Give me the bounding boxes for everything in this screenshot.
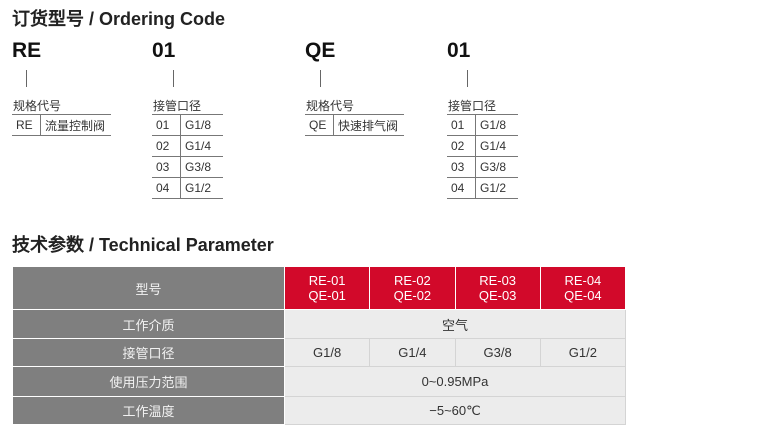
desc-cell: 快速排气阀: [333, 114, 404, 136]
desc-cell: G1/4: [475, 135, 518, 157]
table-row: 02 G1/4: [152, 135, 223, 157]
model-cell: RE-03 QE-03: [454, 266, 541, 310]
code-cell: 02: [152, 135, 181, 157]
model-label: 型号: [12, 266, 285, 310]
table-row: 01 G1/8: [447, 114, 518, 136]
desc-cell: G1/2: [475, 177, 518, 199]
code-cell: 04: [447, 177, 476, 199]
code-cell: 01: [447, 114, 476, 136]
table-row: QE 快速排气阀: [305, 114, 404, 136]
model-cell: RE-01 QE-01: [283, 266, 371, 310]
table-row: 工作介质 空气: [12, 309, 626, 339]
table-row: RE 流量控制阀: [12, 114, 111, 136]
table-row: 使用压力范围 0~0.95MPa: [12, 366, 626, 397]
desc-cell: G3/8: [475, 156, 518, 178]
desc-cell: G3/8: [180, 156, 223, 178]
code-segment: 01: [152, 39, 176, 62]
port-value: G1/2: [539, 338, 627, 367]
connector-line: [320, 70, 321, 87]
medium-value: 空气: [284, 309, 626, 339]
code-cell: 01: [152, 114, 181, 136]
code-table: 01 G1/8 02 G1/4 03 G3/8 04 G1/2: [152, 114, 223, 199]
code-cell: 02: [447, 135, 476, 157]
group-label: 接管口径: [153, 99, 202, 113]
code-cell: 04: [152, 177, 181, 199]
medium-label: 工作介质: [12, 309, 285, 339]
model-cell: RE-04 QE-04: [539, 266, 627, 310]
connector-line: [26, 70, 27, 87]
port-label: 接管口径: [12, 338, 285, 367]
table-row: 型号 RE-01 QE-01 RE-02 QE-02 RE-03 QE-03 RE-0…: [12, 266, 627, 310]
desc-cell: 流量控制阀: [40, 114, 111, 136]
table-row: 工作温度 −5~60℃: [12, 396, 626, 425]
table-row: 接管口径 G1/8 G1/4 G3/8 G1/2: [12, 338, 627, 367]
pressure-label: 使用压力范围: [12, 366, 285, 397]
temp-value: −5~60℃: [284, 396, 626, 425]
temp-label: 工作温度: [12, 396, 285, 425]
group-label: 规格代号: [306, 99, 355, 113]
table-row: 03 G3/8: [447, 156, 518, 178]
code-segment: 01: [447, 39, 471, 62]
code-cell: 03: [152, 156, 181, 178]
code-table: 01 G1/8 02 G1/4 03 G3/8 04 G1/2: [447, 114, 518, 199]
table-row: 03 G3/8: [152, 156, 223, 178]
code-cell: QE: [305, 114, 334, 136]
ordering-title: 订货型号 / Ordering Code: [12, 9, 226, 29]
port-value: G1/8: [283, 338, 371, 367]
parameter-title: 技术参数 / Technical Parameter: [12, 235, 274, 255]
model-cell: RE-02 QE-02: [369, 266, 456, 310]
port-value: G1/4: [369, 338, 456, 367]
connector-line: [467, 70, 468, 87]
table-row: 02 G1/4: [447, 135, 518, 157]
parameter-table: 型号 RE-01 QE-01 RE-02 QE-02 RE-03 QE-03 RE-0…: [12, 266, 627, 425]
code-cell: RE: [12, 114, 41, 136]
group-label: 接管口径: [448, 99, 497, 113]
desc-cell: G1/4: [180, 135, 223, 157]
code-table: RE 流量控制阀: [12, 114, 111, 136]
connector-line: [173, 70, 174, 87]
table-row: 04 G1/2: [152, 177, 223, 199]
code-segment: RE: [12, 39, 42, 62]
desc-cell: G1/8: [475, 114, 518, 136]
table-row: 04 G1/2: [447, 177, 518, 199]
port-value: G3/8: [454, 338, 541, 367]
group-label: 规格代号: [13, 99, 62, 113]
code-table: QE 快速排气阀: [305, 114, 404, 136]
table-row: 01 G1/8: [152, 114, 223, 136]
desc-cell: G1/8: [180, 114, 223, 136]
code-segment: QE: [305, 39, 336, 62]
desc-cell: G1/2: [180, 177, 223, 199]
pressure-value: 0~0.95MPa: [284, 366, 626, 397]
code-cell: 03: [447, 156, 476, 178]
